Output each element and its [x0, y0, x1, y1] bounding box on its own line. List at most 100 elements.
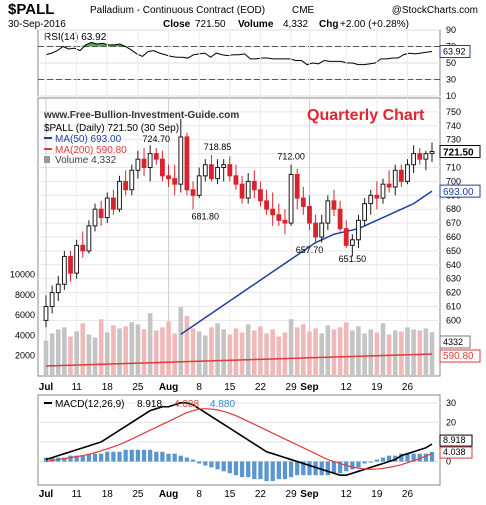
- change-value: +2.00 (+0.28%): [340, 19, 409, 30]
- volume-bar: [153, 330, 159, 376]
- rsi-legend: RSI(14) 63.92: [44, 32, 107, 43]
- macd-histogram-bar: [282, 461, 288, 480]
- x-tick-label: Jul: [39, 382, 54, 393]
- candle-body: [123, 180, 129, 191]
- volume-bar: [245, 324, 251, 376]
- volume-bar: [196, 331, 202, 376]
- x-tick-label: Aug: [159, 382, 178, 393]
- macd-legend-name: MACD(12,26,9): [55, 399, 124, 410]
- macd-histogram-bar: [429, 451, 435, 462]
- date: 30-Sep-2016: [8, 19, 66, 30]
- macd-histogram-bar: [325, 461, 330, 476]
- macd-histogram-bar: [166, 453, 171, 462]
- x-tick-label: 8: [196, 382, 202, 393]
- macd-histogram-bar: [215, 461, 220, 470]
- volume-bar: [319, 333, 325, 376]
- rsi-tick-label: 10: [446, 91, 456, 101]
- macd-histogram-bar: [270, 461, 275, 482]
- volume-bar: [172, 333, 177, 376]
- macd-histogram-bar: [135, 449, 141, 462]
- legend-ma200: MA(200) 590.80: [55, 145, 127, 156]
- macd-histogram-bar: [319, 461, 324, 476]
- volume-bar: [62, 327, 67, 376]
- volume-tick-label: 4000: [15, 330, 35, 340]
- volume-bar: [288, 319, 294, 376]
- x-tick-label: 25: [132, 382, 144, 393]
- x-tick-label: 19: [371, 382, 383, 393]
- volume-bar: [123, 326, 128, 376]
- candle-body: [386, 183, 392, 188]
- volume-tick-label: 8000: [15, 290, 35, 300]
- volume-bar: [356, 326, 361, 376]
- source-credit: @StockCharts.com: [392, 5, 478, 16]
- price-annotation: 657.70: [296, 245, 324, 255]
- macd-histogram-bar: [368, 461, 373, 463]
- candle-body: [196, 175, 202, 196]
- volume-bar: [68, 336, 73, 376]
- volume-bar: [374, 332, 380, 376]
- price-tick-label: 650: [446, 246, 461, 256]
- macd-histogram-bar: [362, 461, 367, 464]
- volume-bar: [362, 333, 367, 376]
- ma200-value: 590.80: [443, 351, 474, 362]
- volume-bar: [276, 336, 282, 376]
- macd-histogram-bar: [301, 461, 306, 476]
- x-tick-label-bottom: 26: [402, 489, 414, 500]
- macd-plot: 8.918 4.038: [43, 402, 473, 482]
- macd-histogram-bar: [337, 461, 343, 474]
- candle-body: [276, 214, 282, 221]
- axes: JulJul111118182525AugAug88151522222929Se…: [39, 382, 414, 500]
- price-annotation: 712.00: [277, 152, 305, 162]
- price-tick-label: 610: [446, 302, 461, 312]
- signal-legend-value: 4.038: [174, 399, 199, 410]
- macd-histogram-bar: [393, 455, 398, 462]
- rsi-tick-label: 30: [446, 75, 456, 85]
- x-tick-label: 18: [102, 382, 114, 393]
- change-label: Chg: [319, 19, 338, 30]
- macd-histogram-bar: [380, 457, 386, 462]
- x-tick-label-bottom: 29: [286, 489, 298, 500]
- volume-bar: [399, 331, 404, 376]
- candle-body: [392, 169, 398, 188]
- volume-bar: [294, 327, 300, 376]
- volume-bar: [423, 328, 429, 376]
- x-tick-label-bottom: Aug: [159, 489, 178, 500]
- macd-histogram-bar: [209, 461, 214, 468]
- volume-bar: [405, 327, 410, 376]
- candle-body: [160, 158, 165, 177]
- volume-bar: [282, 332, 288, 376]
- candle-body: [61, 255, 67, 285]
- volume-bar: [215, 323, 220, 376]
- candle-body: [209, 164, 214, 180]
- x-tick-label: 15: [224, 382, 236, 393]
- macd-tick-label: 0: [446, 457, 451, 467]
- volume-label: Volume: [238, 19, 274, 30]
- macd-histogram-bar: [111, 451, 116, 462]
- candle-body: [98, 208, 104, 219]
- macd-histogram-bar: [86, 453, 92, 462]
- volume-bar: [92, 337, 98, 376]
- macd-histogram-bar: [423, 453, 429, 462]
- volume-tick-label: 2000: [15, 351, 35, 361]
- candle-body: [153, 153, 159, 160]
- volume-tick-label: 10000: [10, 270, 35, 280]
- volume-bar: [325, 325, 331, 376]
- x-tick-label-bottom: 19: [371, 489, 383, 500]
- volume-bar: [417, 330, 423, 376]
- volume-bar: [98, 319, 104, 376]
- close-value: 721.50: [195, 19, 226, 30]
- volume-bar: [380, 323, 386, 376]
- volume-bar: [104, 332, 110, 376]
- candle-body: [104, 197, 110, 219]
- x-tick-label-bottom: 18: [102, 489, 114, 500]
- x-tick-label: 29: [286, 382, 298, 393]
- volume-bar: [43, 340, 49, 376]
- volume-bar: [190, 328, 196, 376]
- candle-body: [282, 219, 288, 224]
- macd-histogram-bar: [313, 461, 318, 476]
- x-tick-label: Sep: [300, 382, 318, 393]
- price-tick-label: 620: [446, 288, 461, 298]
- volume-bar: [160, 327, 165, 376]
- last-price-box: [439, 145, 481, 159]
- candle-body: [172, 178, 178, 185]
